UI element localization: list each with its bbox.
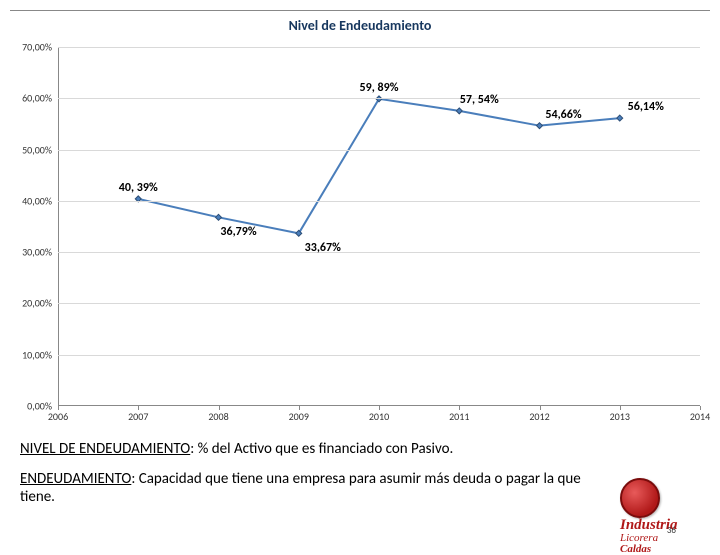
page-number: 36 <box>667 525 676 536</box>
slide: Nivel de Endeudamiento 0,00%10,00%20,00%… <box>0 0 720 540</box>
logo-line3: Caldas <box>620 544 708 555</box>
data-marker <box>456 108 462 114</box>
x-tick-label: 2013 <box>610 406 630 423</box>
definition-1-body: : % del Activo que es financiado con Pas… <box>190 440 453 458</box>
gridline <box>58 47 700 48</box>
chart-plot: 0,00%10,00%20,00%30,00%40,00%50,00%60,00… <box>58 47 700 406</box>
definitions: NIVEL DE ENDEUDAMIENTO: % del Activo que… <box>20 440 610 506</box>
brand-logo: Industria Licorera Caldas <box>620 478 708 530</box>
data-label: 40, 39% <box>119 181 158 195</box>
data-marker <box>537 123 543 129</box>
definition-2: ENDEUDAMIENTO: Capacidad que tiene una e… <box>20 470 610 506</box>
data-marker <box>617 115 623 121</box>
logo-line2: Licorera <box>620 533 708 544</box>
x-tick-label: 2008 <box>208 406 228 423</box>
chart-svg <box>58 47 700 406</box>
chart-title: Nivel de Endeudamiento <box>10 11 710 38</box>
gridline <box>58 355 700 356</box>
y-tick-label: 50,00% <box>22 143 58 156</box>
gridline <box>58 98 700 99</box>
data-marker <box>216 214 222 220</box>
data-label: 56,14% <box>628 100 664 114</box>
x-tick-label: 2010 <box>369 406 389 423</box>
y-tick-label: 40,00% <box>22 194 58 207</box>
y-tick-label: 70,00% <box>22 41 58 54</box>
data-label: 57, 54% <box>460 93 499 107</box>
x-tick-label: 2011 <box>449 406 469 423</box>
chart-container: Nivel de Endeudamiento 0,00%10,00%20,00%… <box>10 10 710 430</box>
gridline <box>58 303 700 304</box>
x-tick-label: 2009 <box>289 406 309 423</box>
y-tick-label: 20,00% <box>22 297 58 310</box>
x-tick-label: 2012 <box>529 406 549 423</box>
data-label: 36,79% <box>220 225 256 239</box>
gridline <box>58 201 700 202</box>
data-label: 54,66% <box>545 108 581 122</box>
x-tick-label: 2014 <box>690 406 710 423</box>
definition-1: NIVEL DE ENDEUDAMIENTO: % del Activo que… <box>20 440 610 458</box>
definition-1-term: NIVEL DE ENDEUDAMIENTO <box>20 440 190 458</box>
data-label: 59, 89% <box>360 81 399 95</box>
data-label: 33,67% <box>305 241 341 255</box>
logo-badge-icon <box>620 478 660 518</box>
gridline <box>58 150 700 151</box>
gridline <box>58 252 700 253</box>
y-tick-label: 10,00% <box>22 348 58 361</box>
x-tick-label: 2007 <box>128 406 148 423</box>
y-tick-label: 30,00% <box>22 246 58 259</box>
x-tick-label: 2006 <box>48 406 68 423</box>
definition-2-term: ENDEUDAMIENTO <box>20 470 131 488</box>
y-tick-label: 60,00% <box>22 92 58 105</box>
